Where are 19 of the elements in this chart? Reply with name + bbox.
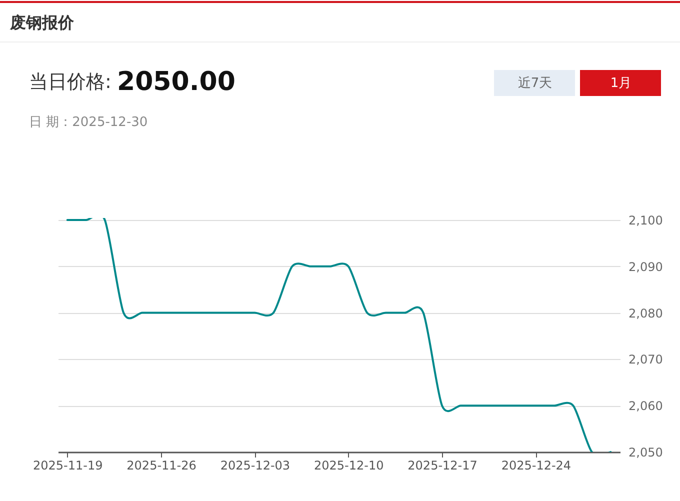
y-tick-label: 2,060 <box>628 399 663 414</box>
x-tick-label: 2025-11-26 <box>126 458 196 472</box>
y-tick-label: 2,100 <box>628 214 663 228</box>
text: 1月 <box>610 76 632 91</box>
chart-title: 废钢报价 <box>9 13 75 32</box>
text: 2050.00 <box>117 67 236 97</box>
line-series <box>66 218 612 452</box>
y-tick-label: 2,050 <box>628 446 663 460</box>
text: 日 期：2025-12-30 <box>29 115 148 130</box>
y-tick-label: 2,080 <box>628 306 663 320</box>
y-tick-label: 2,090 <box>628 260 663 274</box>
x-tick-label: 2025-11-19 <box>32 458 103 472</box>
y-tick-label: 2,070 <box>628 352 663 367</box>
x-tick-label: 2025-12-17 <box>408 458 478 472</box>
text: 当日价格: <box>29 71 112 93</box>
x-tick-label: 2025-12-03 <box>220 458 290 472</box>
x-tick-label: 2025-12-24 <box>501 458 572 472</box>
text: 近7天 <box>518 76 552 91</box>
x-tick-label: 2025-12-10 <box>314 458 384 472</box>
